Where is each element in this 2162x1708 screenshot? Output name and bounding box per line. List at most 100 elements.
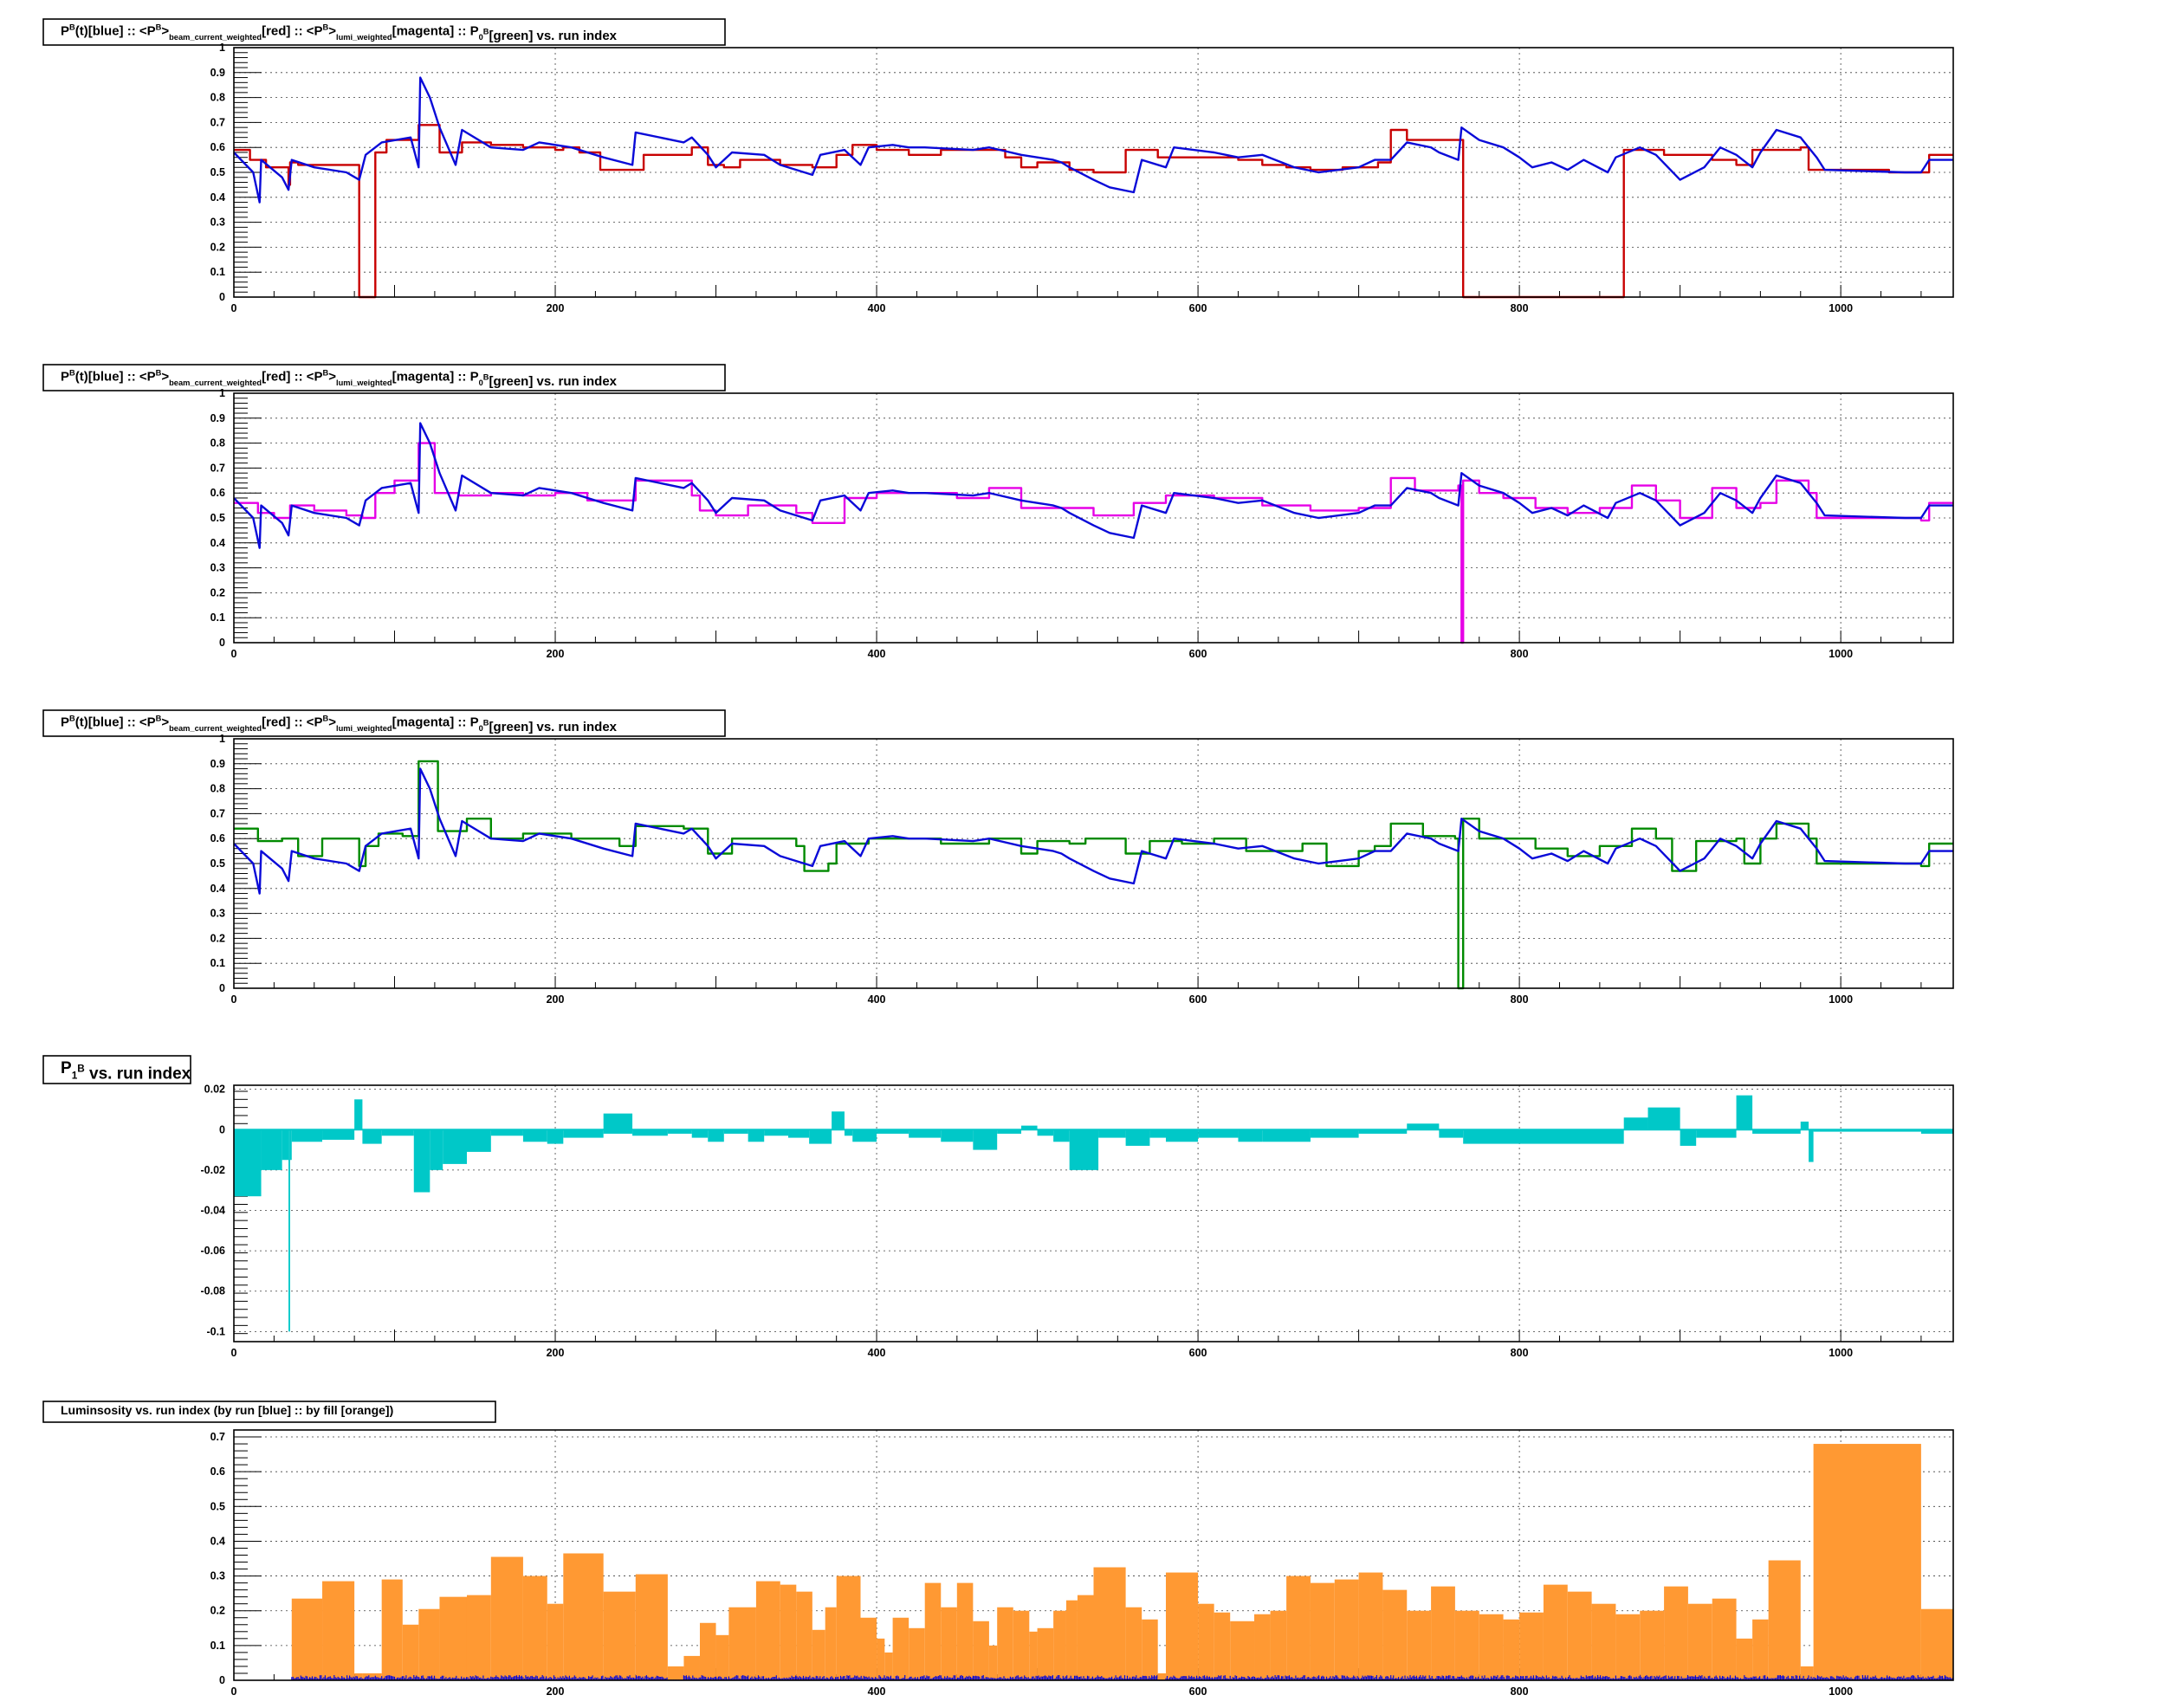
y-tick-label: 0.1 [210, 957, 225, 969]
histogram-bar [1098, 1129, 1126, 1138]
fill-bar [1142, 1619, 1158, 1680]
fill-bar [1214, 1612, 1231, 1680]
histogram-bar [413, 1129, 430, 1193]
y-tick-label: 0 [219, 637, 225, 649]
histogram-bar [563, 1129, 604, 1138]
histogram-bar [764, 1129, 789, 1136]
panel-5-frame [233, 1429, 1954, 1681]
fill-bar [1664, 1586, 1688, 1680]
histogram-bar [261, 1129, 282, 1170]
x-tick-label: 400 [868, 993, 886, 1006]
x-tick-label: 800 [1511, 993, 1529, 1006]
fill-bar [381, 1579, 403, 1680]
fill-bar [418, 1608, 440, 1680]
histogram-bar [1463, 1129, 1624, 1144]
histogram-bar [466, 1129, 491, 1152]
histogram-bar [547, 1129, 564, 1144]
y-tick-label: 1 [219, 733, 225, 745]
histogram-bar [1752, 1129, 1801, 1134]
fill-bar [1615, 1614, 1641, 1680]
y-tick-label: 0.4 [210, 1535, 225, 1547]
fill-bar [1382, 1589, 1408, 1680]
histogram-bar [1262, 1129, 1311, 1142]
fill-bar [1768, 1560, 1801, 1680]
fill-bar [812, 1629, 825, 1680]
x-tick-label: 1000 [1829, 1347, 1853, 1359]
histogram-bar [788, 1129, 810, 1138]
histogram-bar [723, 1129, 748, 1134]
histogram-bar [1165, 1129, 1199, 1142]
panel-5-title: Luminsosity vs. run index (by run [blue]… [42, 1401, 496, 1423]
fill-bar [877, 1638, 885, 1680]
panel-1-title-text: PB(t)[blue] :: <PB>beam_current_weighted… [61, 23, 618, 43]
y-tick-label: 0.6 [210, 1465, 225, 1478]
histogram-bar [1439, 1129, 1464, 1138]
fill-bar [1334, 1579, 1359, 1680]
histogram-bar [1310, 1129, 1359, 1138]
y-tick-label: 0.5 [210, 166, 225, 178]
y-tick-label: 0.6 [210, 832, 225, 844]
fill-bar [1254, 1614, 1271, 1680]
x-tick-label: 200 [547, 993, 565, 1006]
fill-bar [1454, 1610, 1479, 1680]
fill-bar [1479, 1614, 1504, 1680]
histogram-bar [490, 1129, 523, 1136]
fill-bar [941, 1607, 957, 1680]
panel-4-title: P1B vs. run index [42, 1055, 191, 1084]
y-tick-label: 0.5 [210, 1500, 225, 1512]
histogram-bar [1407, 1123, 1440, 1130]
x-tick-label: 200 [547, 1685, 565, 1698]
x-tick-label: 800 [1511, 302, 1529, 314]
y-tick-label: 0.7 [210, 1431, 225, 1443]
fill-bar [547, 1603, 564, 1680]
histogram-bar [708, 1129, 724, 1142]
run-luminosity-spikes [291, 1675, 1953, 1680]
y-tick-label: 0.3 [210, 217, 225, 229]
x-tick-label: 1000 [1829, 1685, 1853, 1698]
y-tick-label: 0.3 [210, 1570, 225, 1582]
x-tick-label: 600 [1189, 648, 1207, 660]
histogram-bar [1623, 1117, 1648, 1130]
fill-bar [522, 1575, 547, 1680]
fill-bar [1198, 1603, 1214, 1680]
y-tick-label: 0.5 [210, 857, 225, 870]
panel-5-title-text: Luminsosity vs. run index (by run [blue]… [61, 1403, 393, 1417]
fill-bar [1157, 1672, 1166, 1680]
x-tick-label: 600 [1189, 1347, 1207, 1359]
y-tick-label: 1 [219, 387, 225, 399]
histogram-bar [1920, 1129, 1953, 1134]
y-tick-label: 0.9 [210, 67, 225, 79]
fill-bar [1543, 1584, 1568, 1680]
y-tick-label: 0.02 [204, 1084, 225, 1096]
fill-bar [699, 1622, 716, 1680]
histogram-bar [1037, 1129, 1054, 1136]
histogram-bar [354, 1099, 363, 1130]
y-tick-label: 0.8 [210, 783, 225, 795]
fill-bar [988, 1645, 998, 1680]
x-tick-label: 1000 [1829, 993, 1853, 1006]
panel-4-frame [233, 1084, 1954, 1342]
histogram-bar [1841, 1129, 1921, 1132]
panel-1-title: PB(t)[blue] :: <PB>beam_current_weighted… [42, 18, 726, 46]
histogram-bar [1198, 1129, 1239, 1138]
fill-bar [291, 1598, 323, 1680]
y-tick-label: -0.02 [201, 1164, 226, 1176]
fill-bar [836, 1575, 861, 1680]
fill-bar [884, 1652, 893, 1680]
fill-bar [892, 1617, 909, 1680]
histogram-bar [691, 1129, 709, 1138]
fill-bar [1125, 1607, 1142, 1680]
x-tick-label: 0 [231, 648, 237, 660]
x-tick-label: 800 [1511, 648, 1529, 660]
fill-bar [1358, 1572, 1383, 1680]
histogram-bar [1809, 1129, 1814, 1162]
x-tick-label: 400 [868, 1685, 886, 1698]
panel-1-frame [233, 47, 1954, 298]
y-tick-label: -0.08 [201, 1285, 226, 1297]
fill-bar [909, 1627, 925, 1680]
y-tick-label: 0 [219, 291, 225, 303]
histogram-bar [234, 1129, 262, 1197]
y-tick-label: 0.6 [210, 487, 225, 499]
panel-2-axes: 0 200 400 600 800 1000 0 0.1 0.2 0.3 0.4 0.5 0.6 0.7 0… [210, 387, 1953, 660]
